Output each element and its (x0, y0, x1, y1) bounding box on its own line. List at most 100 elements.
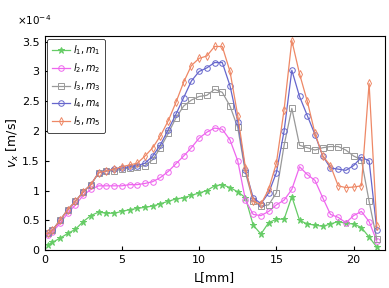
$l_1,  m_1$ (73, 228, 78, 231)
Line: $l_3,  m_3$: $l_3, m_3$ (45, 87, 380, 242)
$l_3,  m_3$ (89, 183, 93, 186)
$l_2,  m_2$ (289, 188, 294, 191)
X-axis label: L[mm]: L[mm] (194, 270, 235, 284)
$l_2,  m_2$ (297, 165, 302, 168)
$l_4,  m_4$ (351, 164, 356, 167)
$l_3,  m_3$ (220, 91, 224, 94)
$l_2,  m_2$ (166, 170, 170, 173)
$l_5,  m_5$ (297, 72, 302, 75)
$l_1,  m_1$ (259, 232, 263, 236)
$l_2,  m_2$ (189, 146, 194, 149)
$l_4,  m_4$ (143, 162, 147, 165)
$l_1,  m_1$ (367, 235, 371, 239)
$l_3,  m_3$ (151, 158, 155, 161)
$l_2,  m_2$ (81, 194, 86, 197)
$l_2,  m_2$ (274, 203, 279, 206)
$l_2,  m_2$ (158, 176, 163, 179)
$l_4,  m_4$ (205, 66, 209, 70)
$l_2,  m_2$ (266, 210, 271, 213)
$l_5,  m_5$ (228, 70, 232, 73)
$l_3,  m_3$ (297, 144, 302, 147)
$l_2,  m_2$ (351, 214, 356, 217)
$l_2,  m_2$ (251, 213, 256, 216)
$l_2,  m_2$ (367, 220, 371, 223)
$l_1,  m_1$ (104, 211, 109, 215)
$l_5,  m_5$ (65, 208, 70, 211)
$l_5,  m_5$ (375, 225, 379, 228)
$l_5,  m_5$ (58, 219, 62, 222)
$l_2,  m_2$ (305, 173, 310, 176)
$l_5,  m_5$ (282, 108, 286, 111)
$l_3,  m_3$ (351, 154, 356, 158)
$l_5,  m_5$ (313, 132, 317, 135)
$l_3,  m_3$ (328, 145, 333, 148)
$l_5,  m_5$ (205, 54, 209, 58)
$l_1,  m_1$ (127, 208, 132, 211)
$l_1,  m_1$ (297, 219, 302, 222)
$l_3,  m_3$ (212, 88, 217, 91)
$l_5,  m_5$ (112, 167, 116, 171)
$l_5,  m_5$ (104, 169, 109, 173)
$l_3,  m_3$ (274, 191, 279, 195)
Y-axis label: $v_x$ [m/s]: $v_x$ [m/s] (4, 118, 21, 168)
$l_5,  m_5$ (336, 184, 340, 187)
$l_2,  m_2$ (243, 198, 248, 202)
$l_3,  m_3$ (181, 104, 186, 108)
$l_3,  m_3$ (166, 132, 170, 135)
$l_4,  m_4$ (96, 171, 101, 175)
$l_5,  m_5$ (212, 45, 217, 48)
$l_3,  m_3$ (259, 204, 263, 208)
$l_3,  m_3$ (336, 145, 340, 148)
$l_1,  m_1$ (235, 190, 240, 194)
$l_4,  m_4$ (251, 196, 256, 200)
$l_5,  m_5$ (289, 39, 294, 42)
$l_4,  m_4$ (58, 219, 62, 222)
$l_3,  m_3$ (127, 166, 132, 170)
$l_1,  m_1$ (313, 223, 317, 227)
$l_4,  m_4$ (173, 113, 178, 116)
$l_2,  m_2$ (119, 184, 124, 187)
$l_4,  m_4$ (228, 84, 232, 88)
$l_2,  m_2$ (375, 240, 379, 243)
$l_1,  m_1$ (166, 200, 170, 203)
$l_1,  m_1$ (305, 222, 310, 226)
$l_1,  m_1$ (143, 206, 147, 209)
$l_1,  m_1$ (158, 202, 163, 205)
$l_4,  m_4$ (243, 168, 248, 172)
$l_4,  m_4$ (73, 200, 78, 203)
$l_3,  m_3$ (289, 107, 294, 110)
$l_2,  m_2$ (313, 179, 317, 182)
$l_3,  m_3$ (321, 146, 325, 149)
$l_2,  m_2$ (127, 183, 132, 186)
$l_5,  m_5$ (197, 57, 202, 60)
$l_1,  m_1$ (151, 204, 155, 208)
$l_4,  m_4$ (189, 79, 194, 83)
$l_5,  m_5$ (359, 184, 364, 187)
$l_3,  m_3$ (158, 146, 163, 149)
$l_4,  m_4$ (50, 229, 54, 232)
$l_3,  m_3$ (251, 200, 256, 203)
$l_5,  m_5$ (328, 164, 333, 167)
$l_4,  m_4$ (321, 154, 325, 158)
$l_3,  m_3$ (313, 148, 317, 152)
$l_2,  m_2$ (135, 183, 140, 186)
$l_2,  m_2$ (151, 180, 155, 183)
$l_5,  m_5$ (266, 188, 271, 191)
$l_5,  m_5$ (50, 229, 54, 232)
$l_5,  m_5$ (135, 162, 140, 165)
$l_3,  m_3$ (104, 169, 109, 173)
$l_5,  m_5$ (151, 146, 155, 149)
$l_1,  m_1$ (274, 217, 279, 221)
$l_3,  m_3$ (343, 148, 348, 152)
$l_3,  m_3$ (143, 164, 147, 167)
$l_1,  m_1$ (135, 207, 140, 210)
$l_4,  m_4$ (328, 166, 333, 170)
$l_1,  m_1$ (181, 196, 186, 200)
$l_4,  m_4$ (127, 165, 132, 168)
$l_1,  m_1$ (289, 195, 294, 198)
$l_5,  m_5$ (173, 101, 178, 104)
Line: $l_4,  m_4$: $l_4, m_4$ (45, 60, 380, 236)
$l_1,  m_1$ (205, 189, 209, 192)
$l_3,  m_3$ (50, 229, 54, 232)
$l_2,  m_2$ (112, 184, 116, 187)
